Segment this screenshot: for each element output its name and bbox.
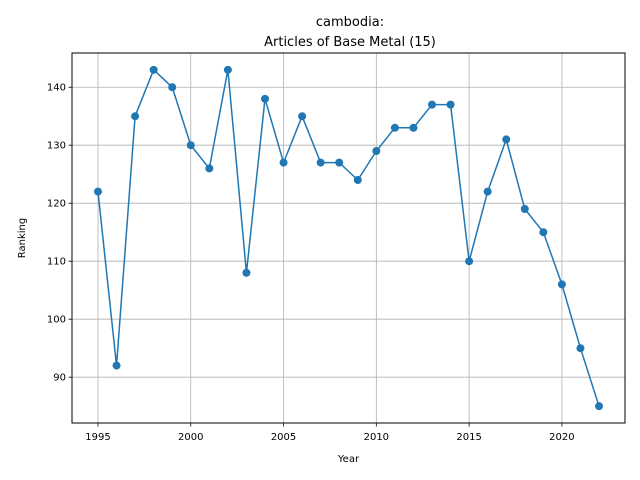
data-point — [316, 158, 325, 167]
data-point — [242, 268, 251, 277]
data-point — [298, 112, 307, 121]
data-point — [353, 176, 362, 185]
data-point — [520, 205, 529, 214]
x-tick-label: 2015 — [456, 432, 481, 443]
y-tick-label: 140 — [47, 83, 66, 94]
data-point — [428, 100, 437, 109]
data-point — [260, 94, 269, 103]
data-point — [112, 361, 121, 370]
grid-lines — [72, 53, 625, 423]
data-point — [595, 402, 604, 411]
data-point — [93, 187, 102, 196]
y-tick-label: 120 — [47, 199, 66, 210]
y-tick-label: 100 — [47, 315, 66, 326]
data-point — [335, 158, 344, 167]
data-point — [186, 141, 195, 150]
data-point — [409, 123, 418, 132]
data-point — [279, 158, 288, 167]
x-tick-label: 2020 — [549, 432, 574, 443]
data-point — [446, 100, 455, 109]
data-point — [539, 228, 548, 237]
series-line-group — [93, 65, 604, 411]
x-tick-label: 1995 — [85, 432, 110, 443]
data-point — [223, 65, 232, 74]
axis-ticks: 1995 2000 2005 2010 2015 2020 90 100 110 120 130 14… — [47, 83, 575, 443]
chart-title-line1: cambodia: — [316, 15, 384, 30]
y-axis-label: Ranking — [17, 218, 28, 258]
data-point — [465, 257, 474, 266]
data-point — [483, 187, 492, 196]
chart-title-line2: Articles of Base Metal (15) — [264, 35, 436, 50]
data-point — [372, 147, 381, 156]
x-tick-label: 2005 — [271, 432, 296, 443]
data-point — [502, 135, 511, 144]
data-point — [557, 280, 566, 289]
data-point — [131, 112, 140, 121]
data-point — [390, 123, 399, 132]
data-point — [205, 164, 214, 173]
x-tick-label: 2000 — [178, 432, 203, 443]
x-tick-label: 2010 — [364, 432, 389, 443]
data-point — [168, 83, 177, 92]
plot-frame — [71, 52, 626, 424]
data-point — [149, 65, 158, 74]
y-tick-label: 90 — [53, 373, 66, 384]
data-point — [576, 344, 585, 353]
series-line — [97, 68, 600, 407]
x-axis-label: Year — [337, 454, 360, 465]
y-tick-label: 110 — [47, 257, 66, 268]
y-tick-label: 130 — [47, 141, 66, 152]
